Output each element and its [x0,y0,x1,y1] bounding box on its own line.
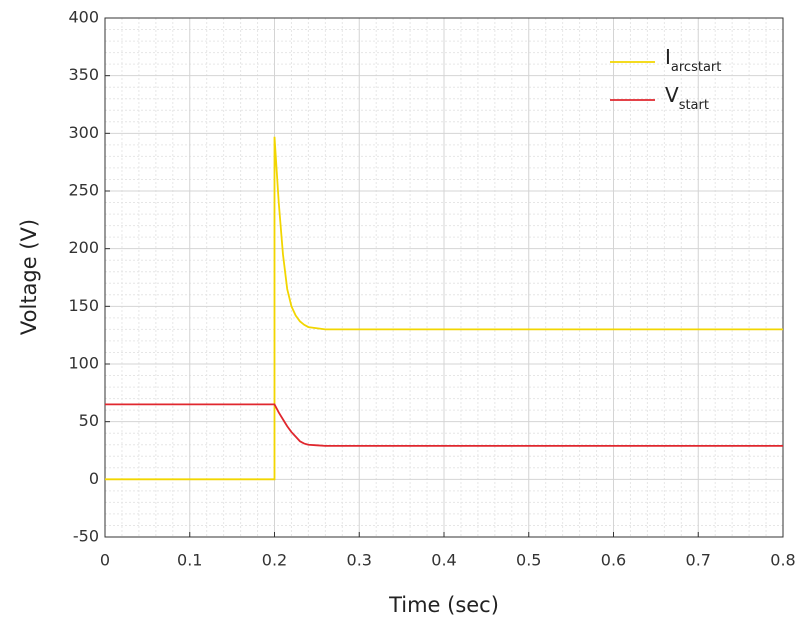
page: {"chart_data": {"type": "line", "xlabel"… [0,0,800,623]
x-axis-label: Time (sec) [388,593,499,617]
legend-subscript: start [679,98,709,113]
x-tick-label: 0.1 [177,551,202,570]
y-tick-label: -50 [73,527,99,546]
y-tick-label: 50 [79,411,99,430]
x-tick-label: 0.5 [516,551,541,570]
y-tick-label: 300 [68,123,99,142]
y-axis-label: Voltage (V) [17,219,41,335]
y-tick-label: 150 [68,296,99,315]
x-tick-label: 0.2 [262,551,287,570]
y-tick-label: 350 [68,65,99,84]
x-tick-label: 0.7 [686,551,711,570]
y-tick-label: 100 [68,354,99,373]
y-tick-label: 400 [68,8,99,27]
legend-subscript: arcstart [671,60,721,75]
legend-name: V [665,83,679,107]
x-tick-label: 0 [100,551,110,570]
x-tick-label: 0.6 [601,551,626,570]
y-tick-label: 0 [89,469,99,488]
x-tick-label: 0.3 [347,551,372,570]
x-tick-label: 0.4 [431,551,456,570]
y-tick-label: 200 [68,238,99,257]
y-tick-label: 250 [68,181,99,200]
chart: Time (sec) Voltage (V) -5005010015020025… [0,0,800,623]
x-tick-label: 0.8 [770,551,795,570]
